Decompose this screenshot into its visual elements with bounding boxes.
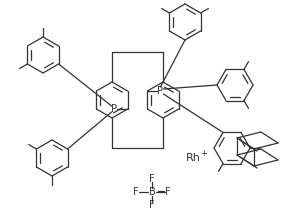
Text: F: F	[165, 187, 171, 197]
Text: B: B	[149, 187, 155, 197]
Text: P: P	[111, 104, 117, 114]
Text: Rh: Rh	[186, 153, 201, 163]
Text: F: F	[149, 200, 155, 210]
Text: +: +	[200, 150, 207, 158]
Text: P: P	[157, 86, 163, 96]
Text: F: F	[133, 187, 139, 197]
Text: F: F	[149, 174, 155, 184]
